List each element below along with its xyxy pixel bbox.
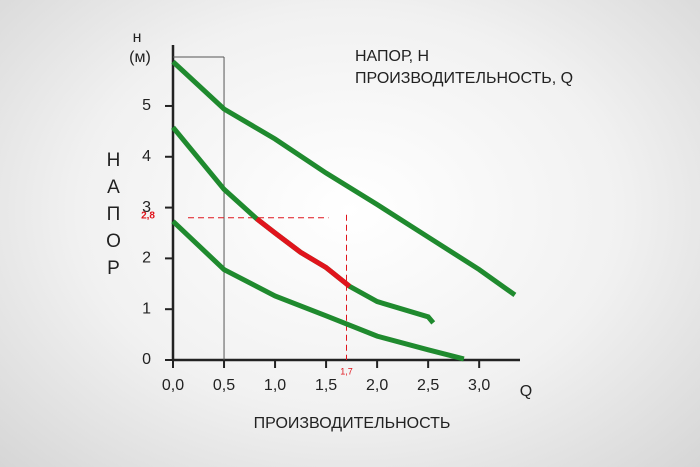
x-tick-label: 0,5 [213, 377, 235, 394]
x-tick-label: 2,0 [366, 377, 388, 394]
y-tick-label: 4 [142, 148, 151, 165]
q-marker-label: 1,7 [340, 366, 353, 376]
y-tick-label: 2 [142, 250, 151, 267]
y-unit: (м) [129, 49, 151, 66]
curve [171, 59, 517, 298]
x-axis-symbol: Q [520, 383, 532, 400]
y-tick-label: 0 [142, 351, 151, 368]
h-marker-label: 2,8 [141, 210, 155, 221]
curve [171, 219, 465, 362]
curve [255, 216, 352, 289]
x-tick-label: 1,0 [264, 377, 286, 394]
chart-subtitle: ПРОИЗВОДИТЕЛЬНОСТЬ, Q [355, 70, 573, 87]
y-unit-symbol: н [133, 29, 142, 46]
y-tick-label: 1 [142, 300, 151, 317]
y-tick-label: 5 [142, 97, 151, 114]
x-tick-label: 0,0 [162, 377, 184, 394]
x-tick-label: 1,5 [315, 377, 337, 394]
x-tick-label: 3,0 [468, 377, 490, 394]
x-axis-label: ПРОИЗВОДИТЕЛЬНОСТЬ [254, 415, 451, 432]
x-tick-label: 2,5 [417, 377, 439, 394]
chart-title: НАПОР, Н [355, 48, 429, 65]
y-axis-label: НАПОР [103, 150, 124, 285]
y-tick-label: 3 [142, 199, 151, 216]
